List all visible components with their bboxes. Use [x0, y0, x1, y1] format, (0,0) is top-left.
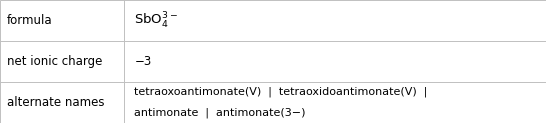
Text: alternate names: alternate names: [7, 96, 104, 109]
Text: net ionic charge: net ionic charge: [7, 55, 102, 68]
Text: antimonate  |  antimonate(3−): antimonate | antimonate(3−): [134, 108, 306, 118]
Text: −3: −3: [134, 55, 152, 68]
Text: formula: formula: [7, 14, 52, 27]
Text: $\mathregular{SbO}_4^{3-}$: $\mathregular{SbO}_4^{3-}$: [134, 10, 178, 31]
Text: tetraoxoantimonate(V)  |  tetraoxidoantimonate(V)  |: tetraoxoantimonate(V) | tetraoxidoantimo…: [134, 87, 428, 97]
